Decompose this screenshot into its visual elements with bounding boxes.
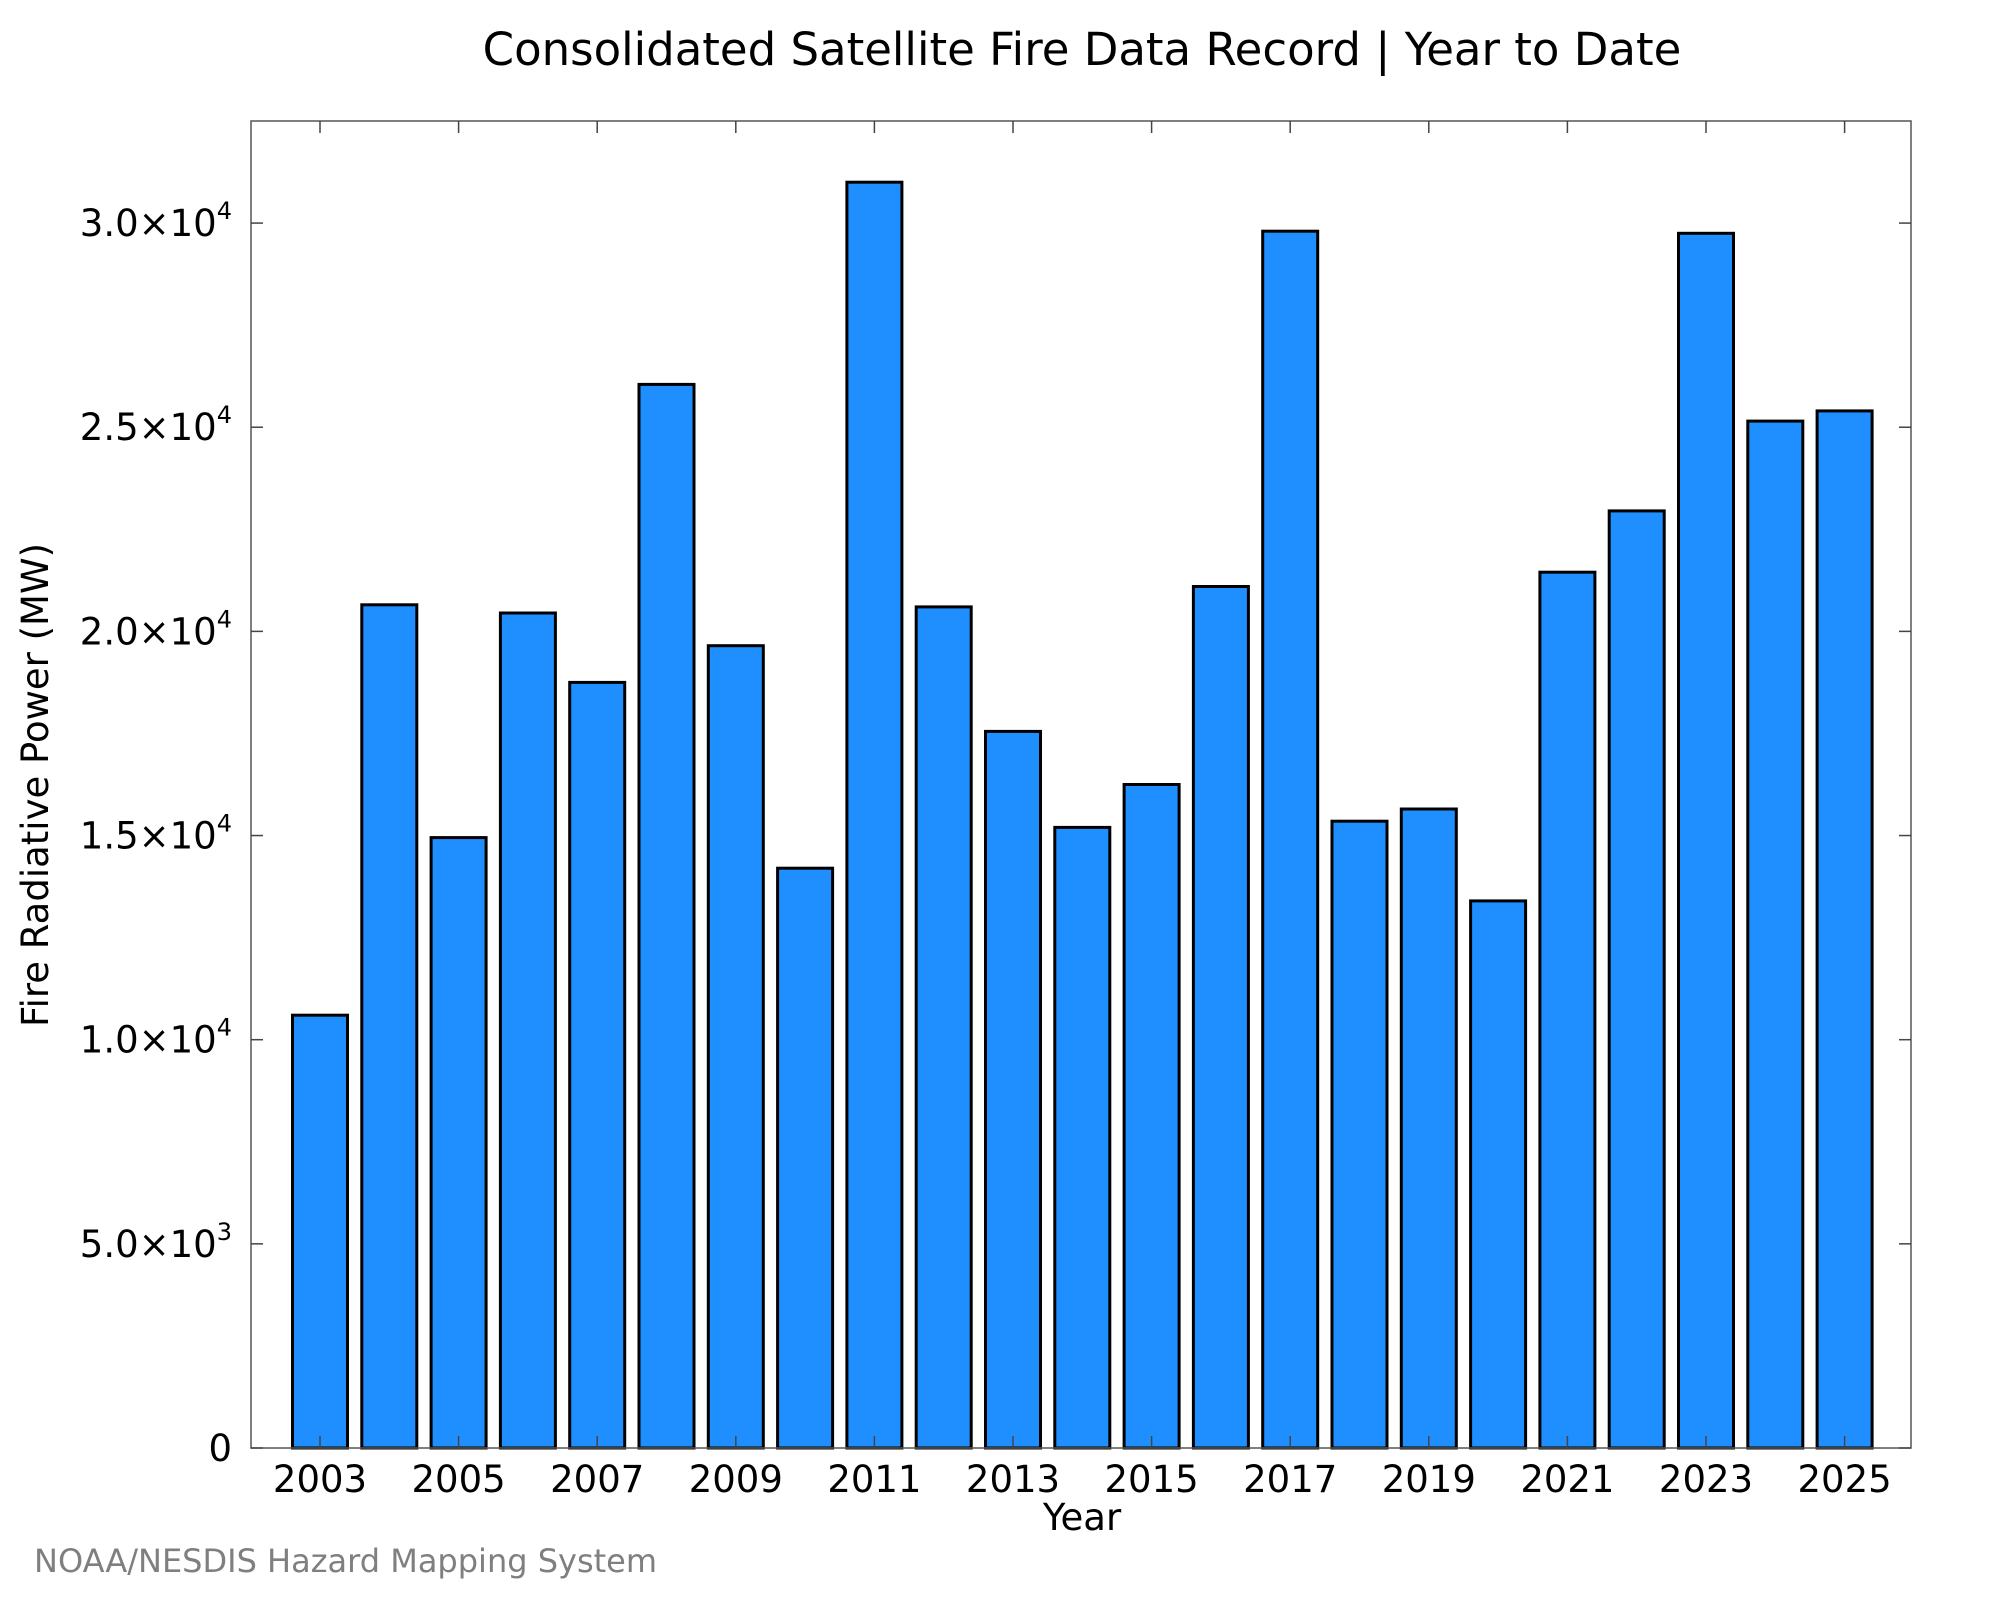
bar-2006: [498, 611, 557, 1450]
y-tick-label-10000: 1.0×104: [80, 1014, 232, 1062]
x-tick-label-2025: 2025: [1798, 1458, 1892, 1501]
x-tick-label-2015: 2015: [1105, 1458, 1199, 1501]
bar-2013: [984, 729, 1042, 1450]
y-tick-label-20000: 2.0×104: [80, 605, 232, 653]
x-tick-labels: 2003 2005 2007 2009 2011 2013 2015 2017 2019 2021…: [273, 1458, 1892, 1501]
plot-frame: [250, 120, 1912, 1449]
x-tick-label-2009: 2009: [689, 1458, 783, 1501]
bar-2022: [1607, 509, 1666, 1450]
bar-2024: [1746, 419, 1805, 1450]
x-tick-label-2023: 2023: [1659, 1458, 1753, 1501]
axis-ticks: [251, 121, 1911, 1449]
bar-2011: [845, 180, 904, 1450]
x-tick-label-2003: 2003: [273, 1458, 367, 1501]
y-tick-label-30000: 3.0×104: [80, 197, 232, 245]
y-axis-label: Fire Radiative Power (MW): [14, 543, 57, 1027]
bar-2014: [1053, 825, 1112, 1450]
y-tick-label-15000: 1.5×104: [80, 810, 232, 858]
bar-2015: [1122, 783, 1181, 1450]
bars-layer: [291, 180, 1874, 1450]
bar-2008: [637, 382, 696, 1450]
bar-2017: [1261, 229, 1320, 1450]
bar-2016: [1191, 585, 1250, 1450]
bar-2012: [914, 605, 973, 1450]
y-tick-label-5000: 5.0×103: [80, 1218, 232, 1266]
x-tick-label-2007: 2007: [550, 1458, 644, 1501]
chart-title: Consolidated Satellite Fire Data Record …: [483, 23, 1682, 76]
bar-2010: [776, 866, 835, 1450]
bar-2003: [291, 1013, 349, 1450]
bar-2005: [429, 836, 488, 1450]
bar-2018: [1330, 819, 1389, 1450]
source-credit: NOAA/NESDIS Hazard Mapping System: [34, 1542, 657, 1580]
bar-2023: [1677, 231, 1735, 1450]
bar-2007: [568, 680, 627, 1450]
x-tick-label-2005: 2005: [412, 1458, 506, 1501]
bar-2004: [360, 603, 419, 1450]
y-tick-label-0: 0: [208, 1427, 232, 1470]
bar-2020: [1469, 899, 1528, 1450]
x-tick-label-2019: 2019: [1382, 1458, 1476, 1501]
y-tick-label-25000: 2.5×104: [80, 401, 232, 449]
y-tick-labels: 0 5.0×103 1.0×104 1.5×104 2.0×104 2.5×104 3.0×…: [80, 197, 232, 1470]
x-tick-label-2011: 2011: [827, 1458, 921, 1501]
bar-2021: [1538, 570, 1597, 1450]
x-tick-label-2021: 2021: [1520, 1458, 1614, 1501]
bar-2009: [706, 644, 765, 1450]
x-tick-label-2013: 2013: [966, 1458, 1060, 1501]
bar-2019: [1399, 807, 1458, 1450]
x-tick-label-2017: 2017: [1243, 1458, 1337, 1501]
x-axis-label: Year: [1042, 1496, 1122, 1539]
bar-2025: [1815, 409, 1874, 1450]
